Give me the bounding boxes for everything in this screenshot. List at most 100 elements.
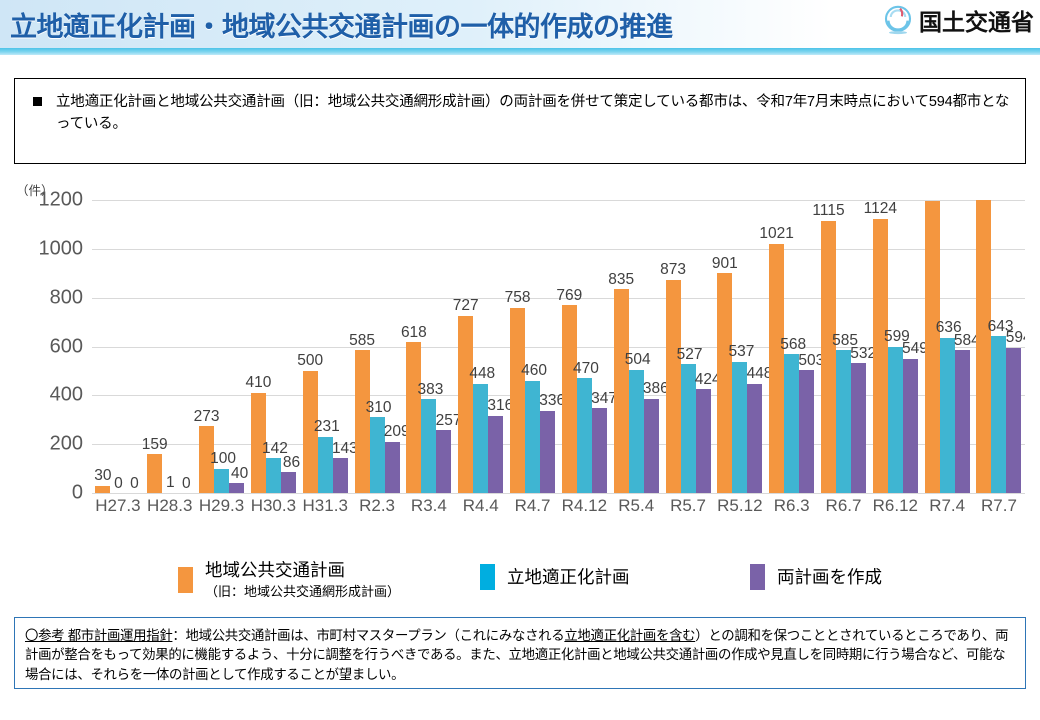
y-axis-tick-label: 0	[71, 481, 83, 504]
bar-R2.3-series1: 310	[366, 400, 392, 493]
bar-R4.4-series1: 448	[469, 366, 495, 493]
y-axis-tick-label: 1000	[38, 237, 84, 260]
bar-chart: （件） 0 200 400 600 800 1000 1200 30 0 0 159 1 0 273 10…	[0, 172, 1040, 552]
bar-value-label: 1	[165, 474, 175, 492]
bar-R7.7-series0: 1201	[976, 200, 992, 493]
bar-value-label: 424	[694, 370, 721, 388]
bar-R7.4-series0: 1,194	[924, 201, 940, 493]
bar-group: 1124 599 549	[864, 200, 928, 493]
bar-R5.4-series1: 504	[625, 352, 651, 493]
bar-H27.3-series0: 30	[94, 468, 112, 493]
bar-R6.3-series1: 568	[780, 337, 806, 493]
bar-value-label: 86	[282, 453, 301, 471]
x-axis-tick-label: R6.3	[773, 496, 810, 515]
bar-group: 727 448 316	[452, 200, 513, 493]
bar-R6.3-series2: 503	[798, 353, 824, 493]
x-axis-tick-label: R5.7	[670, 496, 706, 515]
bar-R5.12-series2: 448	[747, 366, 772, 493]
bar-value-label: 643	[987, 317, 1014, 335]
bar-value-label: 727	[452, 297, 479, 314]
bar-value-label: 0	[181, 474, 191, 492]
bar-value-label: 383	[417, 380, 444, 398]
bar-value-label: 470	[572, 359, 599, 377]
x-axis-tick-label: H28.3	[147, 496, 193, 515]
bar-value-label: 231	[313, 418, 340, 436]
bar-group: 273 100 40	[194, 200, 248, 493]
bar-R2.3-series2: 209	[384, 424, 410, 493]
bar-value-label: 1021	[759, 225, 794, 243]
ministry-logo: 国土交通省	[883, 3, 1034, 37]
bar-value-label: 873	[660, 261, 686, 279]
legend-sublabel: （旧：地域公共交通網形成計画）	[205, 583, 401, 599]
bar-value-label: 386	[642, 380, 669, 398]
x-axis-tick-label: R3.4	[410, 496, 447, 515]
chart-plot-area: 0 200 400 600 800 1000 1200 30 0 0 159 1 0 273 100 40 4…	[39, 189, 1025, 504]
gridline: 600	[50, 335, 1025, 357]
lead-textbox: 立地適正化計画と地域公共交通計画（旧：地域公共交通網形成計画）の両計画を併せて策…	[14, 78, 1026, 164]
gridline: 200	[50, 433, 1025, 455]
bar-R6.12-series1: 599	[884, 329, 910, 493]
y-axis-tick-label: 400	[49, 383, 83, 406]
bar-value-label: 0	[130, 474, 139, 492]
bar-value-label: 584	[953, 331, 980, 349]
x-axis-tick-label: R5.12	[717, 496, 763, 515]
bar-R4.7-series0: 758	[505, 290, 530, 493]
bar-R4.12-series0: 769	[556, 288, 582, 493]
bar-value-label: 585	[349, 331, 375, 349]
bar-R4.12-series1: 470	[573, 361, 599, 493]
legend-item-1[interactable]: 立地適正化計画	[480, 564, 630, 590]
bar-H30.3-series2: 86	[280, 454, 300, 493]
bar-R5.7-series2: 424	[695, 372, 721, 493]
footnote-lead: 〇参考 都市計画運用指針	[25, 628, 173, 643]
legend-item-2[interactable]: 両計画を作成	[750, 564, 882, 590]
y-axis-unit-label: （件）	[16, 184, 54, 198]
bar-groups: 30 0 0 159 1 0 273 100 40 410 142 86 500 231 143 585 310…	[92, 200, 1025, 493]
bar-group: 159 1 0	[142, 200, 196, 493]
x-axis-tick-label: R4.7	[514, 496, 551, 515]
legend-swatch-orange	[178, 566, 193, 593]
bar-value-label: 585	[832, 331, 858, 349]
bar-R6.12-series0: 1124	[864, 201, 897, 493]
bar-value-label: 599	[883, 328, 910, 346]
bar-value-label: 273	[193, 407, 220, 425]
bar-group: 758 460 336	[505, 200, 565, 493]
x-axis-tick-label: H30.3	[250, 496, 297, 515]
bar-R6.7-series0: 1115	[812, 203, 845, 493]
bar-group: 769 470 347	[556, 200, 617, 493]
footnote-line1-rest: ：地域公共交通計画は、市町村マスタープラン（これにみなされる	[172, 628, 565, 643]
bar-R5.4-series0: 835	[608, 272, 634, 493]
bar-group: 500 231 143	[297, 200, 358, 493]
bar-value-label: 100	[210, 450, 237, 468]
bar-R7.4-series2: 584	[954, 333, 980, 493]
bar-value-label: 549	[902, 340, 928, 358]
bar-H31.3-series1: 231	[314, 419, 340, 493]
x-axis-tick-label: R5.4	[618, 496, 655, 515]
bar-value-label: 336	[539, 392, 566, 410]
bar-H31.3-series0: 500	[297, 353, 323, 493]
gridline: 0	[72, 482, 1025, 504]
legend-item-0[interactable]: 地域公共交通計画 （旧：地域公共交通網形成計画）	[178, 560, 400, 600]
bar-value-label: 1,194	[913, 200, 952, 201]
bar-H31.3-series2: 143	[332, 441, 358, 493]
chart-legend: 地域公共交通計画 （旧：地域公共交通網形成計画） 立地適正化計画 両計画を作成	[0, 556, 1040, 610]
bar-R6.12-series2: 549	[902, 341, 928, 493]
legend-swatch-cyan	[480, 564, 495, 590]
square-bullet-icon	[33, 97, 42, 106]
bar-value-label: 1124	[863, 200, 897, 218]
footnote-line1-tail: ）との調和を保つこととされ	[695, 628, 865, 643]
bar-value-label: 143	[331, 439, 358, 457]
bar-value-label: 448	[469, 365, 496, 383]
bar-H29.3-series0: 273	[194, 409, 220, 493]
x-axis-tick-label: R7.7	[981, 496, 1017, 515]
footnote-line3: 作成や見直しを同時期に行う場合など、可能な場合には、それらを一体の計画として作成…	[25, 647, 1006, 682]
bar-value-label: 500	[297, 352, 324, 370]
bar-value-label: 310	[365, 398, 392, 416]
bar-group: 835 504 386	[608, 200, 669, 493]
x-axis-tick-label: H29.3	[198, 496, 245, 515]
bar-R3.4-series1: 383	[417, 382, 443, 493]
bar-group: 30 0 0	[92, 200, 144, 493]
bar-value-label: 636	[935, 319, 962, 337]
bar-value-label: 142	[262, 439, 288, 457]
bar-group: 585 310 209	[349, 200, 410, 493]
